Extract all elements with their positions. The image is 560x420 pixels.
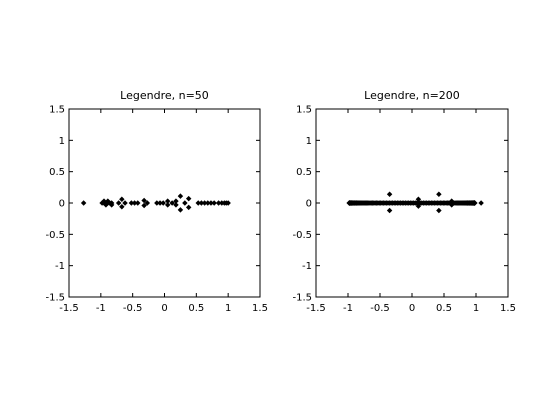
x-tick-label: 1.5	[500, 303, 516, 314]
y-tick-label: 0	[59, 199, 65, 210]
y-tick-label: 0.5	[296, 167, 312, 178]
y-tick-label: 0	[306, 199, 312, 210]
chart-title: Legendre, n=200	[364, 89, 460, 102]
y-tick-label: -1.5	[45, 293, 65, 304]
x-tick-label: -1	[96, 303, 106, 314]
data-point	[186, 205, 191, 210]
chart-legendre-n50: Legendre, n=50 -1.5 -1 -0.5 0 0.5 1 1.5 1.5 1 0.5 0…	[45, 89, 267, 314]
y-tick-label: -0.5	[292, 230, 312, 241]
x-tick-label: -0.5	[123, 303, 143, 314]
data-point	[123, 201, 128, 206]
data-point	[120, 204, 125, 209]
chart-title: Legendre, n=50	[120, 89, 209, 102]
y-tick-label: 1	[59, 136, 65, 147]
data-point	[212, 201, 217, 206]
y-tick-label: 1.5	[49, 105, 65, 116]
data-point	[437, 192, 442, 197]
x-tick-label: -1.5	[306, 303, 326, 314]
x-tick-label: 1.5	[252, 303, 268, 314]
y-tick-label: -0.5	[45, 230, 65, 241]
data-point	[186, 196, 191, 201]
x-tick-label: 1	[225, 303, 231, 314]
data-point	[183, 201, 188, 206]
y-tick-label: 1.5	[296, 105, 312, 116]
x-tick-label: 1	[473, 303, 479, 314]
y-tick-label: -1.5	[292, 293, 312, 304]
data-point	[120, 197, 125, 202]
chart-legendre-n200: Legendre, n=200 -1.5 -1 -0.5 0 0.5 1 1.5 1.5 1 0.5…	[292, 89, 515, 314]
y-tick-label: -1	[55, 261, 65, 272]
x-tick-label: -0.5	[370, 303, 390, 314]
x-tick-label: 0	[161, 303, 167, 314]
data-point	[178, 208, 183, 213]
x-tick-label: -1	[343, 303, 353, 314]
x-tick-label: 0.5	[436, 303, 452, 314]
y-tick-label: 1	[306, 136, 312, 147]
data-point	[479, 201, 484, 206]
x-tick-label: -1.5	[59, 303, 79, 314]
data-point	[178, 194, 183, 199]
data-point	[165, 203, 170, 208]
x-tick-label: 0.5	[188, 303, 204, 314]
data-point	[81, 201, 86, 206]
y-tick-label: 0.5	[49, 167, 65, 178]
x-tick-label: 0	[409, 303, 415, 314]
y-tick-label: -1	[302, 261, 312, 272]
data-point	[387, 208, 392, 213]
data-point	[387, 192, 392, 197]
data-point	[116, 201, 121, 206]
data-point	[161, 201, 166, 206]
data-point	[437, 208, 442, 213]
data-point	[135, 201, 140, 206]
